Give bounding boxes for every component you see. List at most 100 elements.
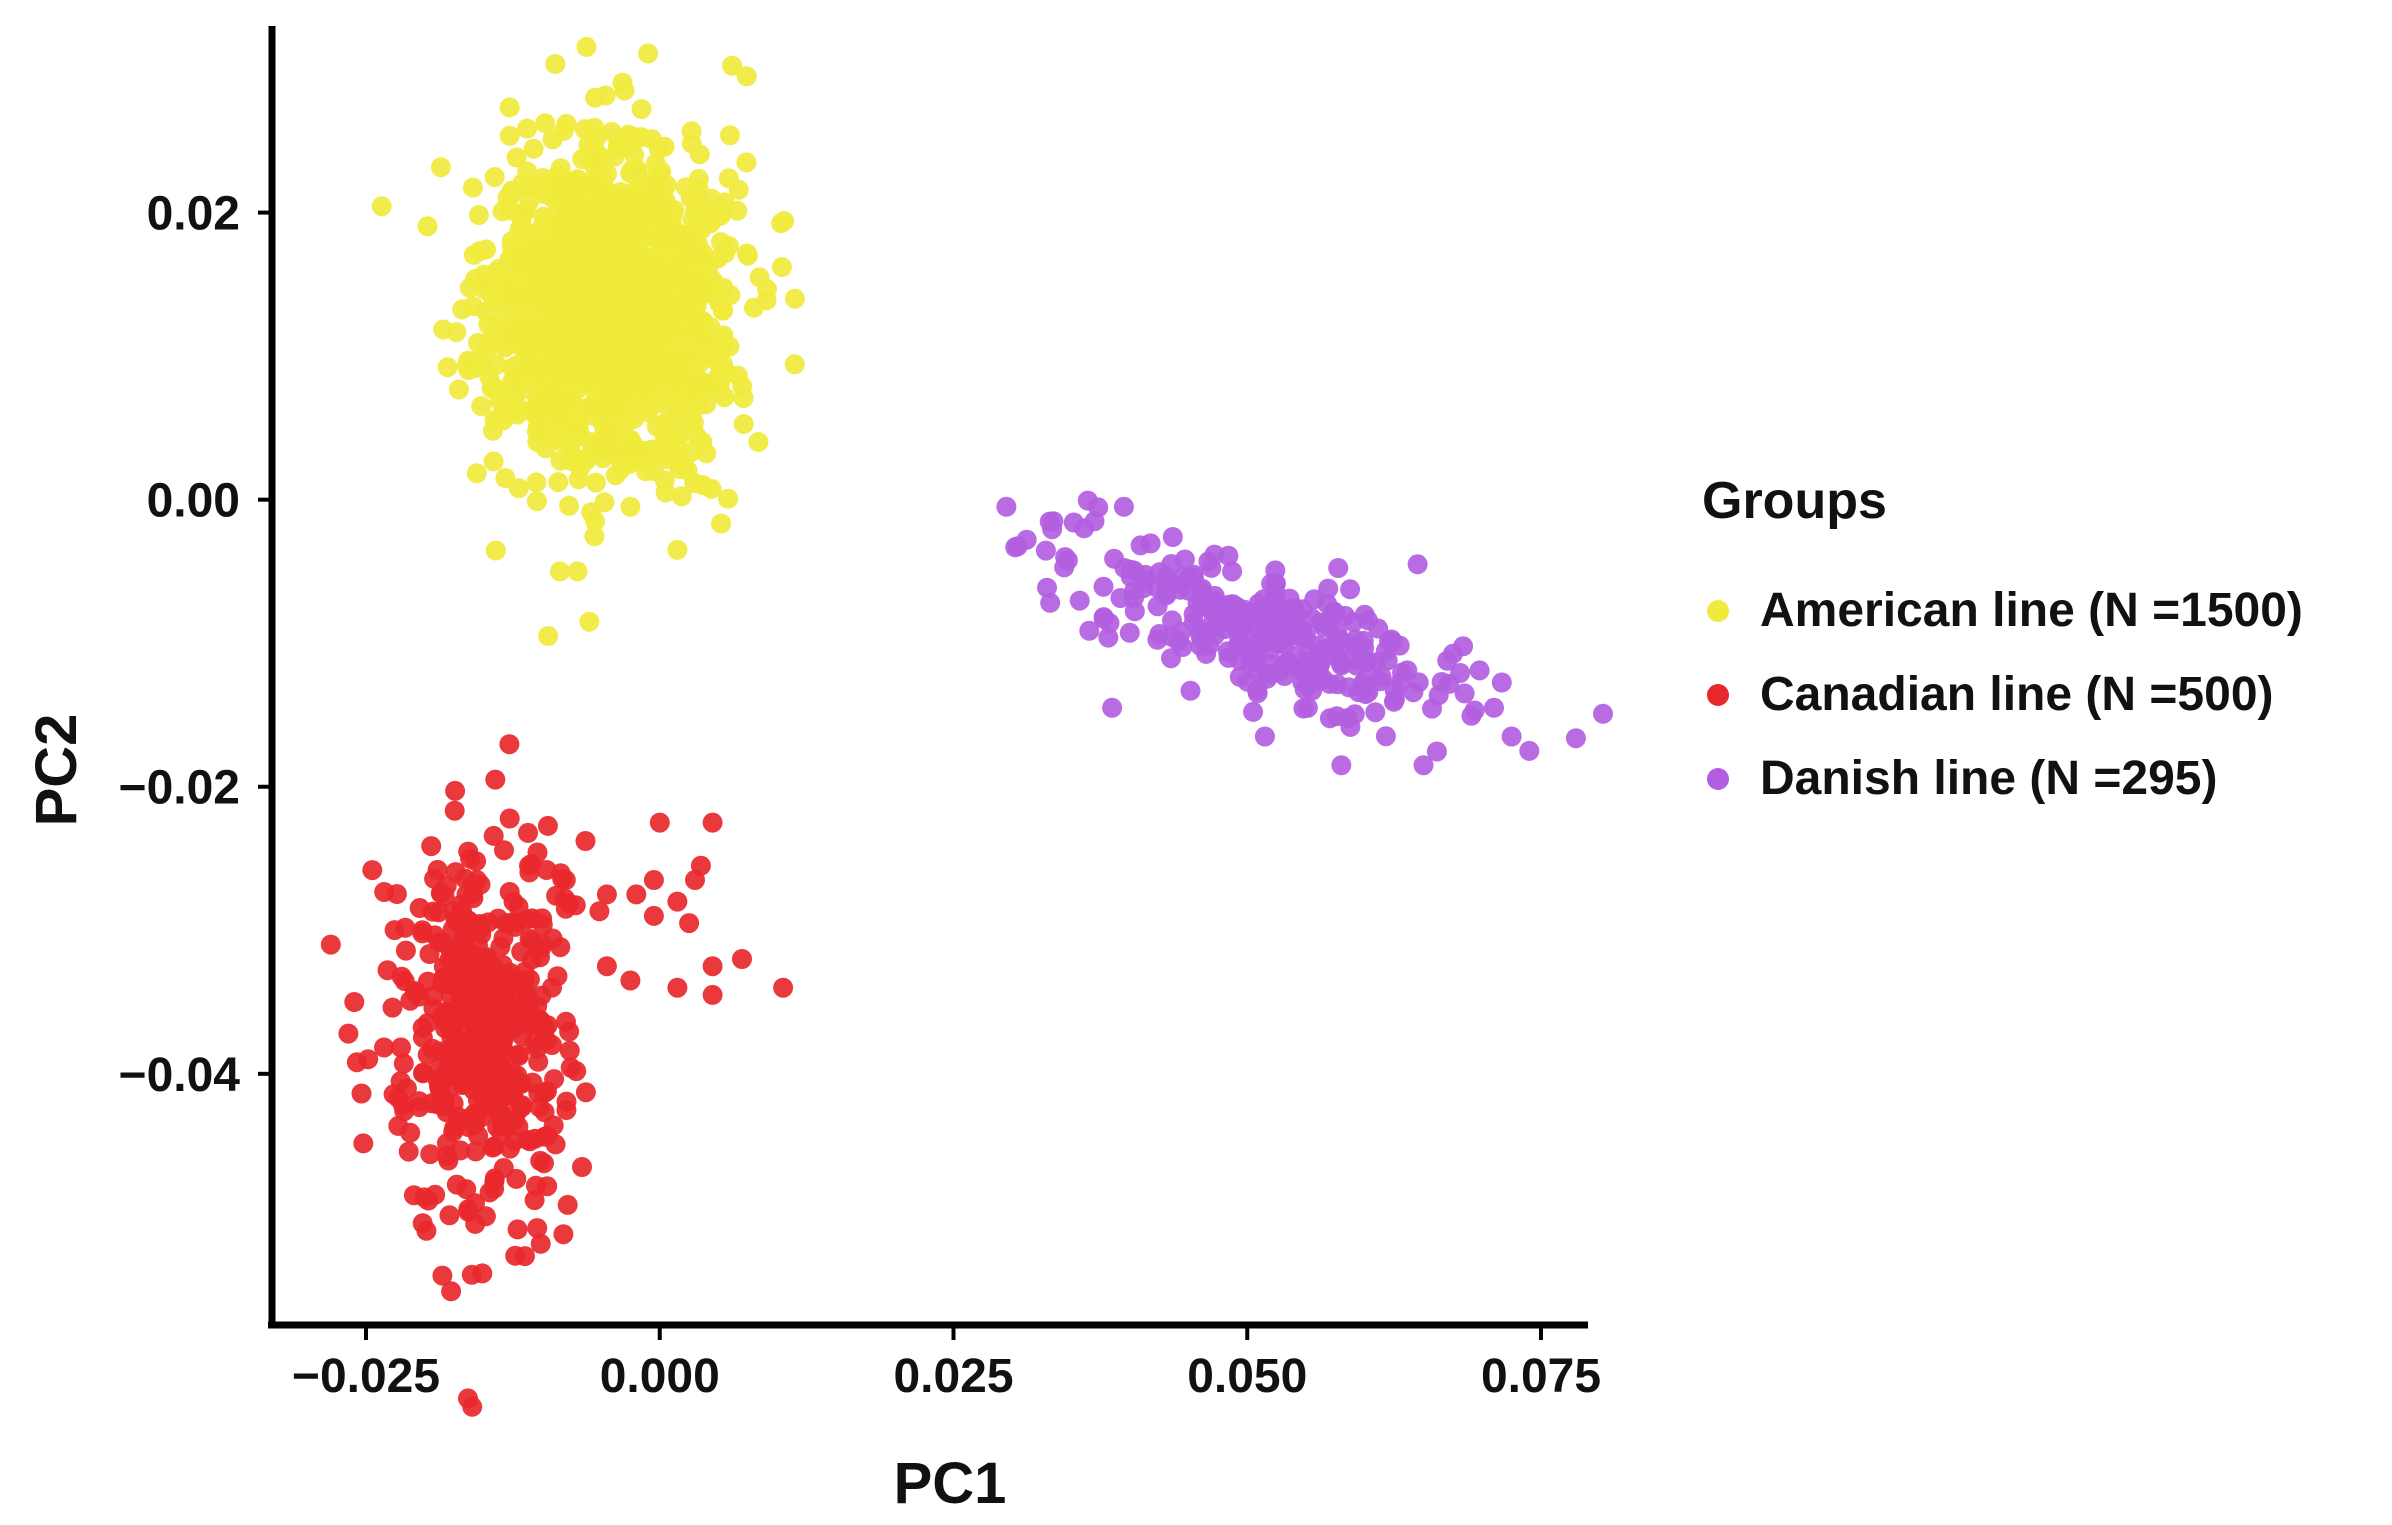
- outlier-point: [1055, 547, 1076, 568]
- data-point: [465, 1193, 485, 1214]
- data-point: [485, 1080, 506, 1101]
- data-point: [677, 234, 698, 255]
- data-point: [688, 168, 709, 189]
- data-point: [420, 1144, 441, 1165]
- data-point: [611, 135, 632, 156]
- data-point: [423, 986, 444, 1007]
- data-point: [631, 341, 651, 362]
- data-point: [1348, 682, 1369, 703]
- data-point: [1098, 627, 1119, 648]
- outlier-point: [338, 1023, 359, 1044]
- outlier-point: [667, 977, 688, 998]
- data-point: [450, 979, 471, 1000]
- data-point: [362, 860, 383, 881]
- series-0-points: [371, 36, 805, 646]
- data-point: [696, 394, 717, 415]
- data-point: [658, 349, 679, 370]
- data-point: [631, 127, 652, 148]
- data-point: [557, 353, 578, 373]
- data-point: [371, 196, 392, 217]
- data-point: [685, 185, 706, 205]
- data-point: [454, 868, 475, 889]
- data-point: [1119, 622, 1140, 643]
- scatter-points: [320, 36, 1613, 1417]
- data-point: [571, 305, 592, 326]
- data-point: [481, 378, 502, 399]
- data-point: [545, 54, 566, 74]
- data-point: [1365, 702, 1386, 723]
- outlier-point: [1113, 496, 1134, 517]
- data-point: [351, 1083, 372, 1104]
- data-point: [701, 478, 722, 499]
- data-point: [718, 488, 739, 509]
- legend-swatch: [1707, 684, 1729, 706]
- data-point: [502, 371, 523, 392]
- data-point: [1149, 624, 1170, 644]
- data-point: [421, 836, 442, 857]
- outlier-point: [344, 992, 365, 1012]
- data-point: [643, 461, 664, 481]
- outlier-point: [643, 870, 664, 890]
- data-point: [700, 213, 721, 234]
- data-point: [575, 1082, 596, 1103]
- data-point: [444, 800, 465, 821]
- data-point: [1204, 585, 1225, 606]
- data-point: [1469, 660, 1490, 681]
- data-point: [1203, 611, 1224, 632]
- data-point: [537, 1176, 558, 1197]
- data-point: [472, 992, 493, 1013]
- data-point: [1104, 548, 1125, 569]
- data-point: [492, 1003, 513, 1024]
- data-point: [537, 393, 558, 413]
- data-point: [1077, 490, 1098, 511]
- data-point: [453, 913, 474, 934]
- data-point: [470, 874, 491, 895]
- data-point: [557, 1194, 578, 1215]
- data-point: [506, 147, 527, 168]
- data-point: [1069, 590, 1090, 611]
- data-point: [499, 125, 520, 146]
- data-point: [576, 36, 597, 57]
- data-point: [689, 370, 710, 391]
- data-point: [551, 186, 572, 207]
- outlier-point: [773, 977, 794, 998]
- data-point: [1328, 558, 1349, 578]
- data-point: [583, 393, 604, 414]
- outlier-point: [667, 891, 688, 912]
- data-point: [512, 173, 533, 194]
- data-point: [527, 1218, 548, 1239]
- data-point: [484, 1171, 505, 1192]
- data-point: [1155, 571, 1176, 592]
- data-point: [608, 317, 629, 338]
- data-point: [507, 1219, 528, 1240]
- data-point: [550, 937, 571, 958]
- data-point: [1247, 683, 1268, 704]
- data-point: [413, 1062, 434, 1083]
- data-point: [1375, 726, 1396, 747]
- data-point: [574, 119, 595, 140]
- outlier-point: [585, 511, 606, 532]
- data-point: [483, 825, 504, 846]
- data-point: [1199, 635, 1220, 656]
- data-point: [374, 1037, 394, 1058]
- data-point: [625, 296, 646, 317]
- outlier-point: [549, 561, 570, 582]
- data-point: [1217, 641, 1238, 662]
- data-point: [584, 526, 605, 547]
- outlier-point: [1043, 511, 1064, 532]
- data-point: [714, 387, 735, 408]
- outlier-point: [749, 267, 770, 288]
- data-point: [1007, 536, 1028, 557]
- data-point: [1063, 512, 1084, 533]
- data-point: [556, 1091, 577, 1112]
- data-point: [655, 250, 676, 271]
- data-point: [1035, 540, 1056, 561]
- data-point: [353, 1133, 374, 1154]
- data-point: [736, 152, 757, 173]
- y-tick-label: 0.02: [147, 188, 240, 241]
- outlier-point: [737, 245, 758, 266]
- data-point: [526, 491, 547, 512]
- data-point: [713, 277, 734, 298]
- outlier-point: [567, 561, 588, 582]
- data-point: [568, 179, 589, 200]
